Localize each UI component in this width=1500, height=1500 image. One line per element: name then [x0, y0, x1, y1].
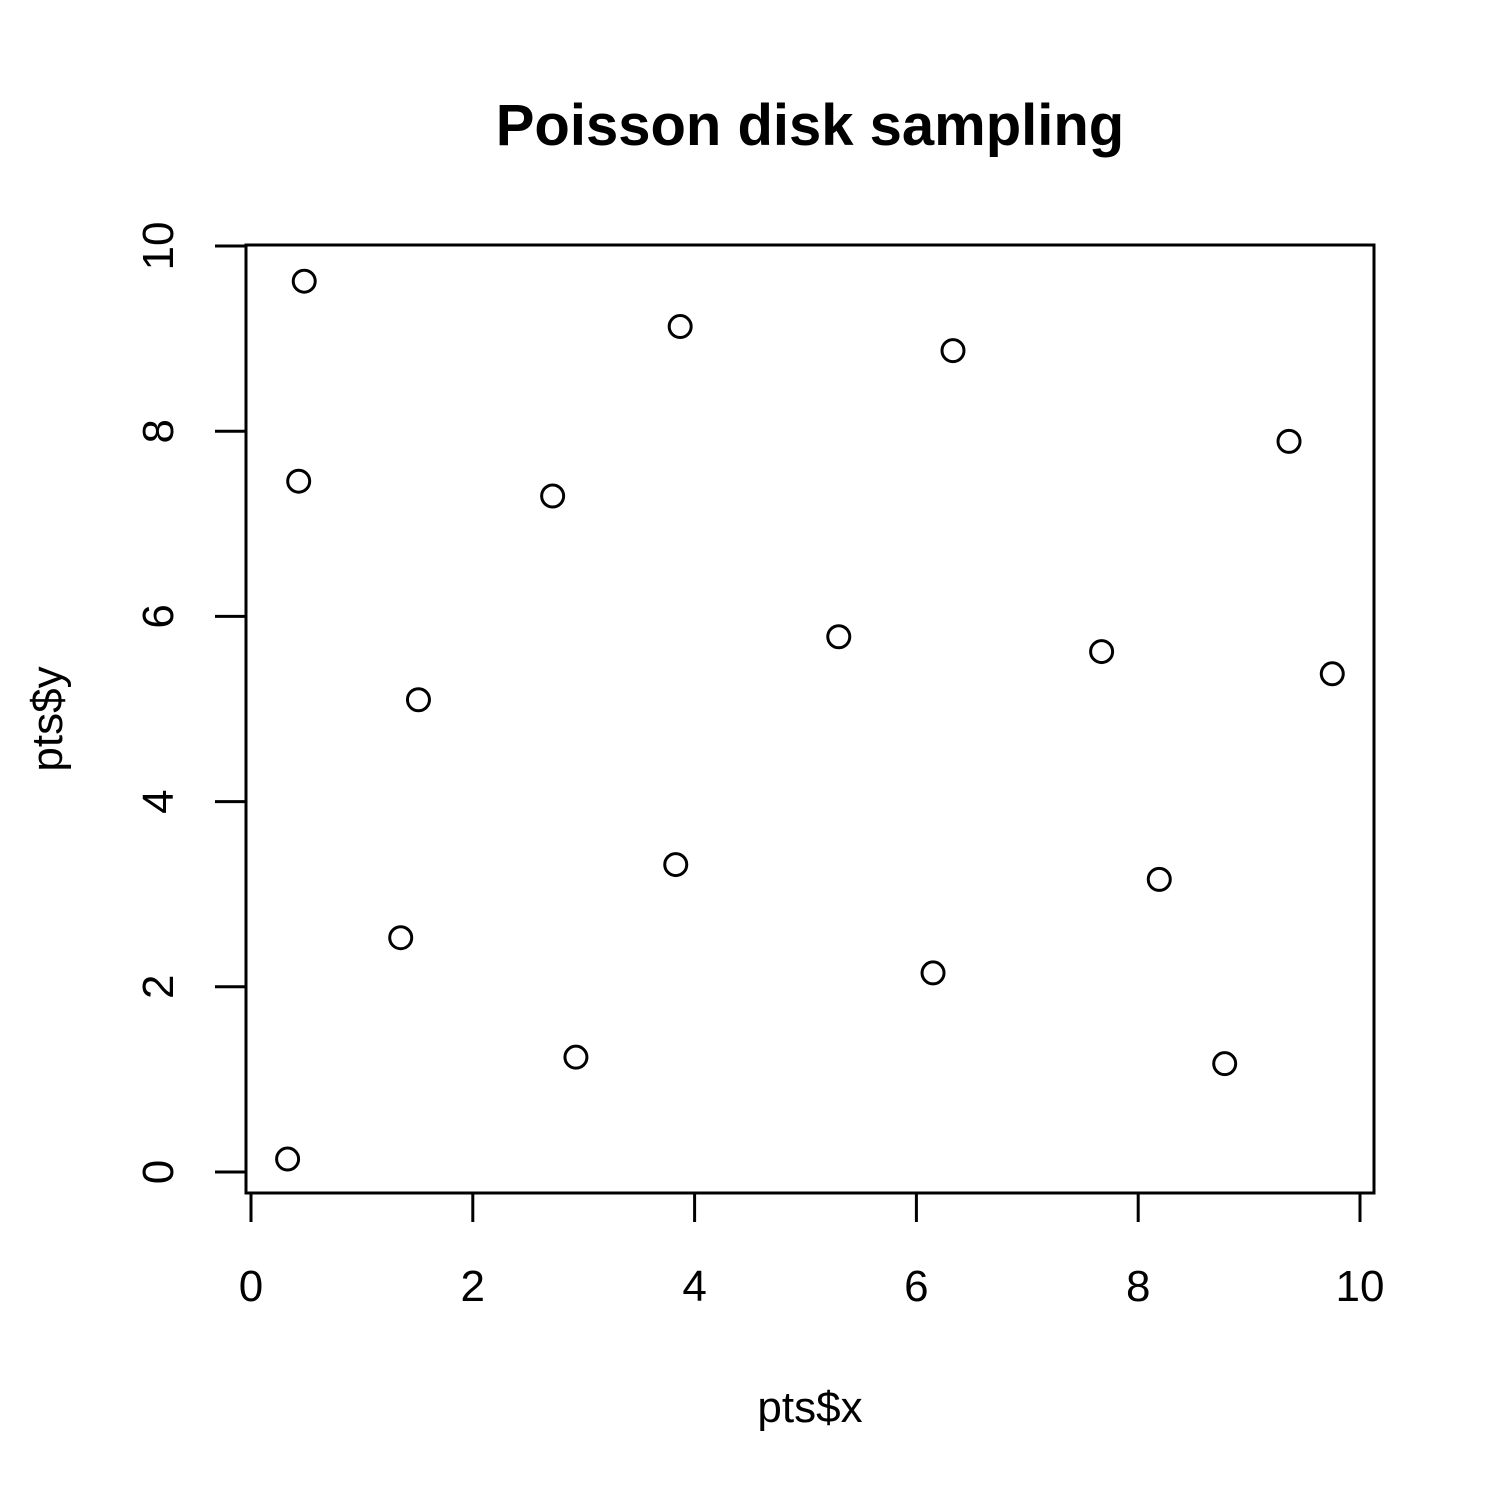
data-point — [826, 624, 852, 650]
data-point — [1276, 428, 1302, 454]
y-tick-label: 10 — [134, 222, 183, 271]
data-point — [667, 314, 693, 340]
x-tick-label: 10 — [1336, 1262, 1385, 1311]
data-point — [1146, 866, 1172, 892]
x-tick-label: 0 — [239, 1262, 263, 1311]
y-axis: 0 2 4 6 8 10 — [134, 222, 248, 1184]
x-tick-label: 4 — [682, 1262, 706, 1311]
data-points — [275, 268, 1345, 1172]
data-point — [663, 852, 689, 878]
x-axis: 0 2 4 6 8 10 — [239, 1191, 1385, 1311]
plot-frame — [244, 243, 1376, 1195]
data-point — [540, 483, 566, 509]
y-tick-label: 8 — [134, 419, 183, 443]
x-tick-label: 2 — [461, 1262, 485, 1311]
data-point — [940, 338, 966, 364]
x-tick-label: 6 — [904, 1262, 928, 1311]
data-point — [920, 960, 946, 986]
data-point — [1089, 639, 1115, 665]
data-point — [1319, 661, 1345, 687]
data-point — [563, 1044, 589, 1070]
y-tick-label: 4 — [134, 789, 183, 813]
y-tick-label: 0 — [134, 1160, 183, 1184]
chart-title: Poisson disk sampling — [496, 93, 1124, 158]
y-axis-label: pts$y — [23, 666, 72, 771]
x-tick-label: 8 — [1126, 1262, 1150, 1311]
data-point — [1212, 1051, 1238, 1077]
y-tick-label: 2 — [134, 975, 183, 999]
x-axis-label: pts$x — [757, 1383, 862, 1432]
data-point — [388, 925, 414, 951]
data-point — [286, 468, 312, 494]
data-point — [275, 1146, 301, 1172]
y-tick-label: 6 — [134, 604, 183, 628]
data-point — [405, 687, 431, 713]
data-point — [291, 268, 317, 294]
